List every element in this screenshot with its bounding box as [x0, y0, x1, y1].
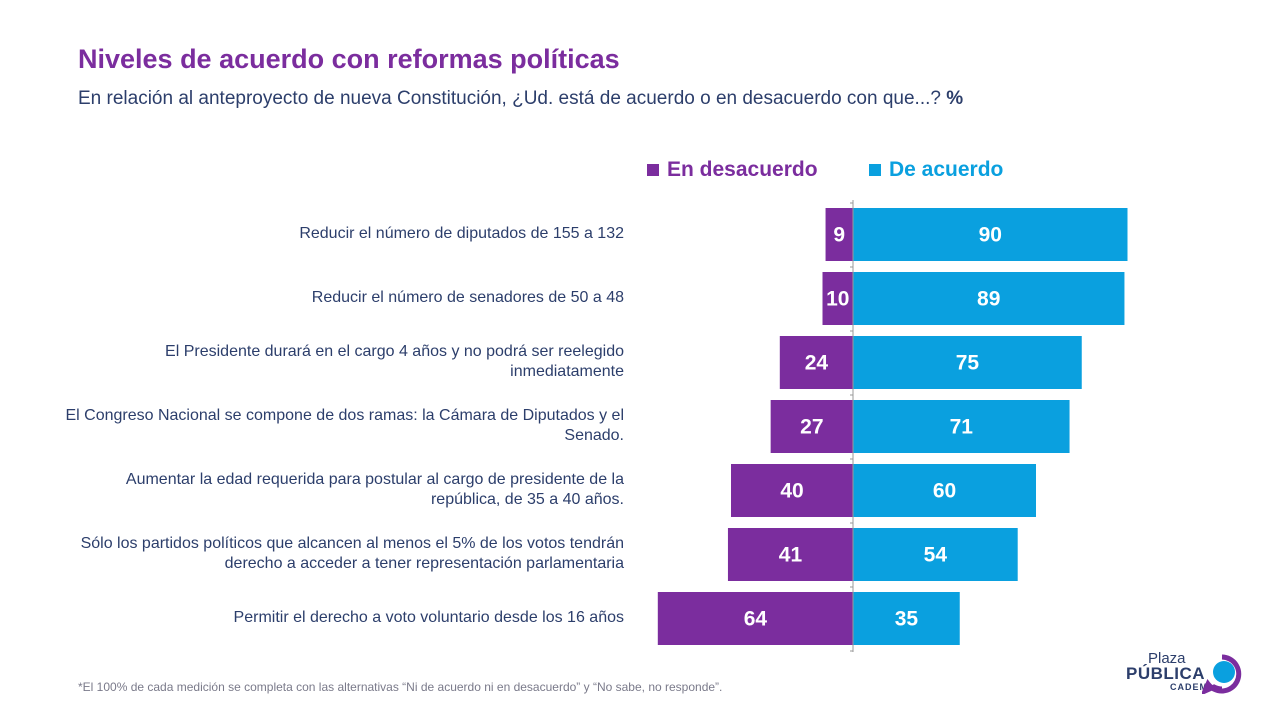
data-label-agree: 60 — [933, 480, 956, 503]
footnote: *El 100% de cada medición se completa co… — [78, 680, 723, 694]
data-label-agree: 35 — [895, 608, 919, 631]
bar-agree — [853, 464, 1036, 517]
bar-disagree — [822, 272, 853, 325]
logo-text-plaza: Plaza — [1148, 650, 1186, 667]
legend-disagree-swatch — [647, 164, 659, 176]
data-label-disagree: 24 — [805, 352, 829, 375]
data-label-agree: 75 — [956, 352, 980, 375]
category-label: Permitir el derecho a voto voluntario de… — [233, 609, 624, 626]
data-label-agree: 90 — [979, 224, 1002, 247]
bar-agree — [853, 336, 1082, 389]
data-label-agree: 89 — [977, 288, 1000, 311]
subtitle-unit: % — [946, 88, 964, 109]
bar-agree — [853, 208, 1128, 261]
bar-disagree — [657, 592, 853, 645]
category-label: Aumentar la edad requerida para postular… — [125, 471, 624, 508]
page-title: Niveles de acuerdo con reformas política… — [78, 44, 620, 74]
subtitle-text: En relación al anteproyecto de nueva Con… — [78, 88, 941, 109]
data-label-disagree: 64 — [744, 608, 768, 631]
bar-disagree — [770, 400, 853, 453]
data-label-disagree: 41 — [779, 544, 803, 567]
data-label-disagree: 40 — [780, 480, 803, 503]
legend-agree-label: De acuerdo — [889, 158, 1004, 181]
bar-disagree — [727, 528, 853, 581]
bar-agree — [853, 272, 1125, 325]
legend-disagree: En desacuerdo — [647, 157, 818, 183]
category-label: El Presidente durará en el cargo 4 años … — [165, 343, 624, 380]
data-label-disagree: 27 — [800, 416, 823, 439]
bar-disagree — [731, 464, 853, 517]
bar-disagree — [779, 336, 853, 389]
speech-bubble-icon — [1202, 654, 1242, 694]
legend-disagree-label: En desacuerdo — [667, 158, 818, 181]
legend-agree: De acuerdo — [869, 157, 1003, 183]
category-label: El Congreso Nacional se compone de dos r… — [65, 407, 624, 444]
data-label-agree: 54 — [924, 544, 948, 567]
legend-agree-swatch — [869, 164, 881, 176]
bar-disagree — [825, 208, 853, 261]
bar-agree — [853, 400, 1070, 453]
bar-agree — [853, 592, 960, 645]
category-label: Reducir el número de senadores de 50 a 4… — [311, 289, 624, 306]
brand-logo: Plaza PÚBLICA CADEM — [1118, 650, 1248, 696]
category-label: Sólo los partidos políticos que alcancen… — [80, 535, 624, 572]
logo-text-cadem: CADEM — [1170, 682, 1208, 692]
logo-text-publica: PÚBLICA — [1126, 664, 1206, 683]
data-label-disagree: 9 — [833, 224, 845, 247]
data-label-disagree: 10 — [826, 288, 849, 311]
page-subtitle: En relación al anteproyecto de nueva Con… — [78, 88, 963, 110]
category-label: Reducir el número de diputados de 155 a … — [299, 225, 624, 242]
bar-agree — [853, 528, 1018, 581]
data-label-agree: 71 — [950, 416, 974, 439]
